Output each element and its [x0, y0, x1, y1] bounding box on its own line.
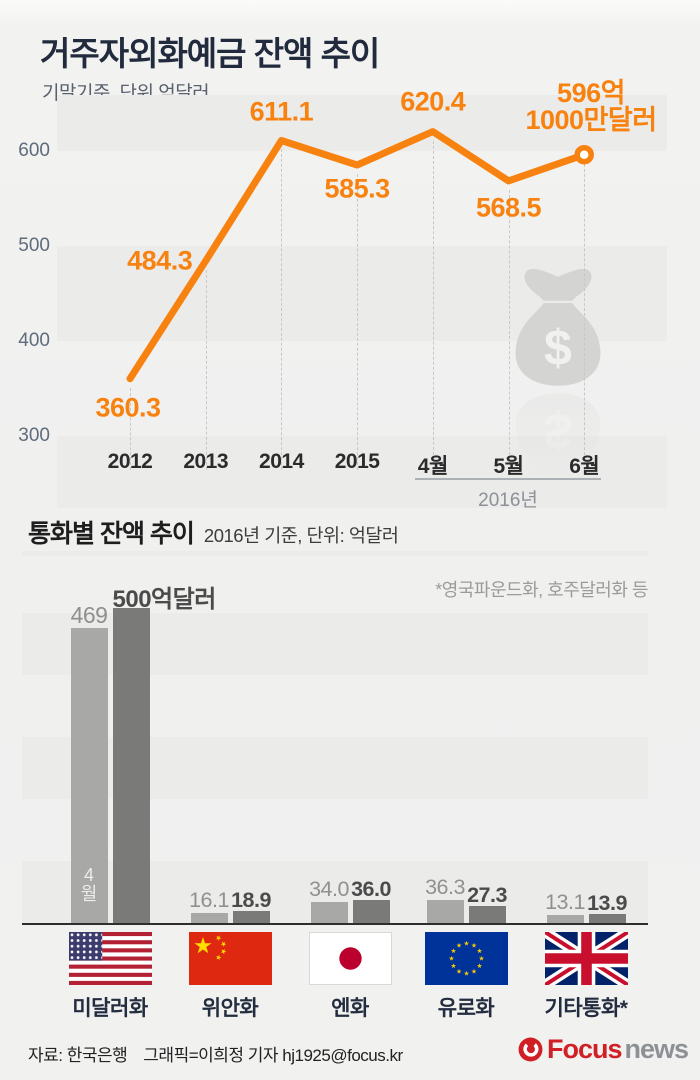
- stripe-band: [57, 436, 667, 508]
- x-axis-label: 2015: [334, 450, 380, 473]
- point-value-label: 484.3: [127, 245, 193, 276]
- bar-value-label: 500억달러: [112, 586, 217, 613]
- currency-label: 위안화: [201, 997, 259, 1020]
- us-flag-icon: [68, 932, 152, 985]
- line-chart-plot: 360.3 484.3 611.1 585.3 620.4 568.5 596억 1000만달…: [0, 0, 700, 520]
- bar-chart-footnote: *영국파운드화, 호주달러화 등: [435, 580, 648, 600]
- point-value-label: 360.3: [95, 392, 161, 423]
- bar-april: [426, 900, 464, 923]
- line-chart-guides: [0, 0, 700, 520]
- money-bag-icon: $: [503, 267, 613, 394]
- x-axis-label: 5월: [493, 455, 525, 478]
- bar-latest: [112, 608, 150, 923]
- bar-april: [70, 627, 108, 923]
- bar-chart-title: 통화별 잔액 추이: [28, 520, 195, 548]
- dashed-guide-line: [432, 140, 434, 470]
- focusnews-swirl-icon: [518, 1037, 543, 1062]
- latest-value-line2: 1000만달러: [525, 105, 657, 135]
- bar-value-label: 13.9: [587, 891, 627, 916]
- bar-april: [190, 912, 228, 923]
- bar-value-label: 34.0: [309, 876, 349, 901]
- uk-flag-icon: [541, 927, 631, 990]
- x-axis-label: 2012: [107, 450, 153, 473]
- bar-value-label: 27.3: [467, 882, 507, 907]
- bar-chart-subtitle: 2016년 기준, 단위: 억달러: [203, 525, 399, 546]
- footer-credit: 자료: 한국은행 그래픽=이희정 기자 hj1925@focus.kr: [28, 1041, 403, 1066]
- svg-text:$: $: [544, 320, 572, 376]
- logo-word-focus: Focus: [546, 1034, 623, 1064]
- y-tick-label: 600: [18, 140, 50, 161]
- bar-chart-baseline: [22, 923, 648, 925]
- currency-label: 기타통화*: [544, 997, 628, 1020]
- dashed-guide-line: [584, 163, 586, 470]
- latest-value-line1: 596억: [557, 78, 625, 108]
- source-text: 자료: 한국은행: [28, 1046, 128, 1065]
- currency-label: 엔화: [331, 997, 369, 1020]
- bar-april: [310, 901, 348, 923]
- money-bag-reflection: $: [503, 390, 613, 517]
- in-bar-month-char: 4: [83, 865, 94, 885]
- currency-label: 미달러화: [72, 997, 148, 1020]
- y-tick-label: 400: [18, 330, 50, 351]
- eu-flag-icon: [424, 932, 508, 985]
- bar-value-label: 16.1: [189, 887, 229, 912]
- bar-latest: [232, 911, 270, 923]
- bar-section-header: 통화별 잔액 추이 2016년 기준, 단위: 억달러: [28, 514, 399, 550]
- dashed-guide-line: [205, 269, 207, 470]
- japan-flag-icon: [308, 932, 392, 985]
- focusnews-logo: Focus news: [517, 1034, 689, 1065]
- x-axis-label: 2013: [183, 450, 229, 473]
- logo-word-news: news: [624, 1034, 689, 1064]
- currency-label: 유로화: [437, 997, 495, 1020]
- svg-text:$: $: [544, 403, 572, 459]
- period-underline: [415, 478, 601, 480]
- bar-value-label: 13.1: [545, 889, 585, 914]
- credit-text: 그래픽=이희정 기자 hj1925@focus.kr: [143, 1046, 403, 1065]
- in-bar-month-char: 월: [80, 884, 98, 904]
- china-flag-icon: [188, 932, 272, 985]
- point-value-label: 585.3: [324, 173, 391, 204]
- bar-value-label: 18.9: [231, 888, 271, 913]
- bar-latest: [352, 900, 390, 923]
- dashed-guide-line: [281, 149, 283, 470]
- deposit-trend-line: [126, 128, 594, 383]
- bar-latest: [468, 905, 506, 923]
- line-series: [126, 128, 588, 383]
- bar-value-label: 469: [70, 601, 108, 628]
- dashed-guide-line: [130, 387, 131, 470]
- period-label: 2016년: [478, 490, 538, 511]
- page-title: 거주자외화예금 잔액 추이: [40, 35, 380, 72]
- stripe-band: [22, 551, 648, 556]
- x-axis-label: 2014: [259, 450, 304, 473]
- dashed-guide-line: [357, 173, 359, 470]
- point-value-label: 611.1: [249, 96, 314, 127]
- bar-value-label: 36.3: [425, 875, 465, 900]
- y-tick-label: 300: [18, 425, 50, 446]
- point-value-label-latest: 596억 1000만달러: [525, 78, 657, 135]
- bar-value-label: 36.0: [351, 877, 391, 902]
- x-axis-label: 6월: [569, 455, 600, 478]
- stripe-band: [57, 95, 667, 151]
- line-endpoint-marker: [574, 144, 594, 165]
- point-value-label: 568.5: [475, 192, 542, 223]
- dashed-guide-line: [508, 189, 510, 470]
- bar-april: [546, 914, 584, 923]
- bar-latest: [588, 914, 626, 923]
- x-axis-label: 4월: [417, 455, 449, 478]
- point-value-label: 620.4: [400, 86, 466, 117]
- y-tick-label: 500: [18, 235, 50, 256]
